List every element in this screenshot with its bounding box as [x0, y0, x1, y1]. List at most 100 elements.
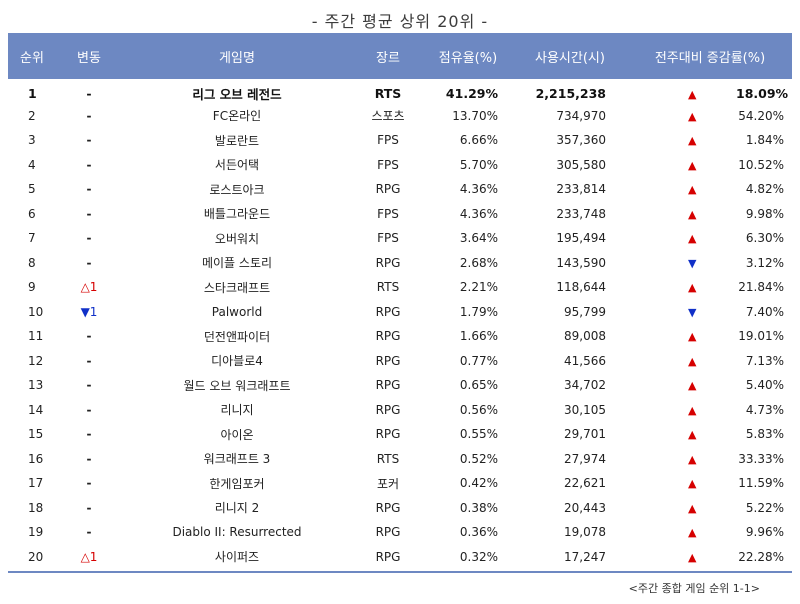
share-cell: 0.56% [459, 402, 498, 417]
game-name-cell: 사이퍼즈 [214, 550, 260, 565]
trend-up-icon: ▲ [688, 477, 697, 491]
game-name-cell: 월드 오브 워크래프트 [183, 378, 291, 393]
table-bottom-rule [8, 571, 792, 573]
share-cell: 1.66% [459, 329, 498, 344]
weekly-change-cell: ▲ 21.84% [628, 275, 792, 300]
genre-cell: 스포츠 [371, 109, 405, 124]
weekly-change-cell: ▲ 22.28% [628, 545, 792, 570]
rank-cell: 18 [28, 500, 44, 515]
header-weekly-change: 전주대비 증감률(%) [654, 50, 766, 66]
rank-cell: 12 [28, 353, 44, 368]
change-cell: ▼1 [80, 304, 98, 319]
weekly-change-value: 7.40% [745, 304, 784, 319]
table-row: 10 ▼1 Palworld RPG 1.79% 95,799 ▼ 7.40% [8, 300, 792, 325]
weekly-change-value: 22.28% [738, 549, 784, 564]
change-cell: - [86, 231, 92, 246]
change-cell: - [86, 255, 92, 270]
table-row: 12 - 디아블로4 RPG 0.77% 41,566 ▲ 7.13% [8, 349, 792, 374]
genre-cell: RPG [375, 255, 401, 270]
share-cell: 4.36% [459, 182, 498, 197]
rank-cell: 17 [28, 476, 44, 491]
game-name-cell: FC온라인 [212, 109, 262, 124]
ranking-table: 순위 변동 게임명 장르 점유율(%) 사용시간(시) 전주대비 증감률(%) … [8, 33, 792, 569]
share-cell: 0.55% [459, 427, 498, 442]
trend-up-icon: ▲ [688, 550, 697, 564]
trend-up-icon: ▲ [688, 428, 697, 442]
hours-cell: 41,566 [564, 353, 606, 368]
weekly-change-cell: ▲ 7.13% [628, 349, 792, 374]
weekly-change-value: 5.40% [745, 378, 784, 393]
change-cell: - [86, 500, 92, 515]
genre-cell: RPG [375, 402, 401, 417]
header-change: 변동 [77, 50, 101, 66]
rank-cell: 16 [28, 451, 44, 466]
header-hours: 사용시간(시) [535, 50, 605, 66]
trend-up-icon: ▲ [688, 134, 697, 148]
table-row: 6 - 배틀그라운드 FPS 4.36% 233,748 ▲ 9.98% [8, 202, 792, 227]
hours-cell: 734,970 [556, 108, 606, 123]
trend-down-icon: ▼ [688, 305, 697, 319]
change-cell: - [86, 108, 92, 123]
hours-cell: 20,443 [564, 500, 606, 515]
game-name-cell: 리니지 [220, 403, 254, 418]
game-name-cell: 배틀그라운드 [203, 207, 271, 222]
header-game: 게임명 [219, 50, 255, 66]
weekly-change-cell: ▲ 33.33% [628, 447, 792, 472]
hours-cell: 233,814 [556, 182, 606, 197]
table-row: 19 - Diablo II: Resurrected RPG 0.36% 19,078 ▲… [8, 520, 792, 545]
share-cell: 2.21% [459, 280, 498, 295]
trend-up-icon: ▲ [688, 354, 697, 368]
hours-cell: 118,644 [556, 280, 606, 295]
change-cell: - [86, 402, 92, 417]
share-cell: 0.52% [459, 451, 498, 466]
weekly-change-cell: ▲ 19.01% [628, 324, 792, 349]
genre-cell: RPG [375, 329, 401, 344]
table-row: 3 - 발로란트 FPS 6.66% 357,360 ▲ 1.84% [8, 128, 792, 153]
trend-up-icon: ▲ [688, 109, 697, 123]
weekly-change-value: 19.01% [738, 329, 784, 344]
game-name-cell: Palworld [211, 304, 263, 319]
weekly-change-cell: ▲ 10.52% [628, 153, 792, 178]
change-cell: - [86, 157, 92, 172]
change-cell: - [86, 353, 92, 368]
game-name-cell: 오버워치 [214, 231, 260, 246]
table-row: 20 △1 사이퍼즈 RPG 0.32% 17,247 ▲ 22.28% [8, 545, 792, 570]
game-name-cell: 메이플 스토리 [201, 256, 273, 271]
genre-cell: 포커 [376, 476, 400, 491]
genre-cell: RTS [376, 451, 400, 466]
game-name-cell: 한게임포커 [209, 476, 265, 491]
table-row: 5 - 로스트아크 RPG 4.36% 233,814 ▲ 4.82% [8, 177, 792, 202]
rank-cell: 11 [28, 329, 44, 344]
weekly-change-value: 9.98% [745, 206, 784, 221]
trend-up-icon: ▲ [688, 158, 697, 172]
weekly-change-cell: ▲ 6.30% [628, 226, 792, 251]
footnote: <주간 종합 게임 순위 1-1> [628, 582, 760, 595]
share-cell: 0.65% [459, 378, 498, 393]
weekly-change-cell: ▲ 4.82% [628, 177, 792, 202]
header-rank: 순위 [20, 50, 44, 66]
share-cell: 3.64% [459, 231, 498, 246]
change-cell: - [86, 133, 92, 148]
share-cell: 0.77% [459, 353, 498, 368]
game-name-cell: 디아블로4 [211, 354, 263, 369]
table-header-row: 순위 변동 게임명 장르 점유율(%) 사용시간(시) 전주대비 증감률(%) [8, 33, 792, 79]
table-row: 9 △1 스타크래프트 RTS 2.21% 118,644 ▲ 21.84% [8, 275, 792, 300]
genre-cell: FPS [377, 133, 399, 148]
change-cell: - [86, 182, 92, 197]
trend-up-icon: ▲ [688, 281, 697, 295]
change-cell: △1 [80, 549, 98, 564]
genre-cell: FPS [377, 206, 399, 221]
weekly-change-cell: ▼ 3.12% [628, 251, 792, 276]
weekly-change-value: 54.20% [738, 108, 784, 123]
weekly-change-value: 21.84% [738, 280, 784, 295]
share-cell: 41.29% [445, 85, 498, 101]
hours-cell: 143,590 [556, 255, 606, 270]
change-cell: - [86, 525, 92, 540]
genre-cell: RPG [375, 353, 401, 368]
table-row: 15 - 아이온 RPG 0.55% 29,701 ▲ 5.83% [8, 422, 792, 447]
rank-cell: 10 [28, 304, 44, 319]
table-row: 11 - 던전앤파이터 RPG 1.66% 89,008 ▲ 19.01% [8, 324, 792, 349]
trend-down-icon: ▼ [688, 256, 697, 270]
weekly-change-value: 6.30% [745, 231, 784, 246]
change-cell: - [86, 378, 92, 393]
